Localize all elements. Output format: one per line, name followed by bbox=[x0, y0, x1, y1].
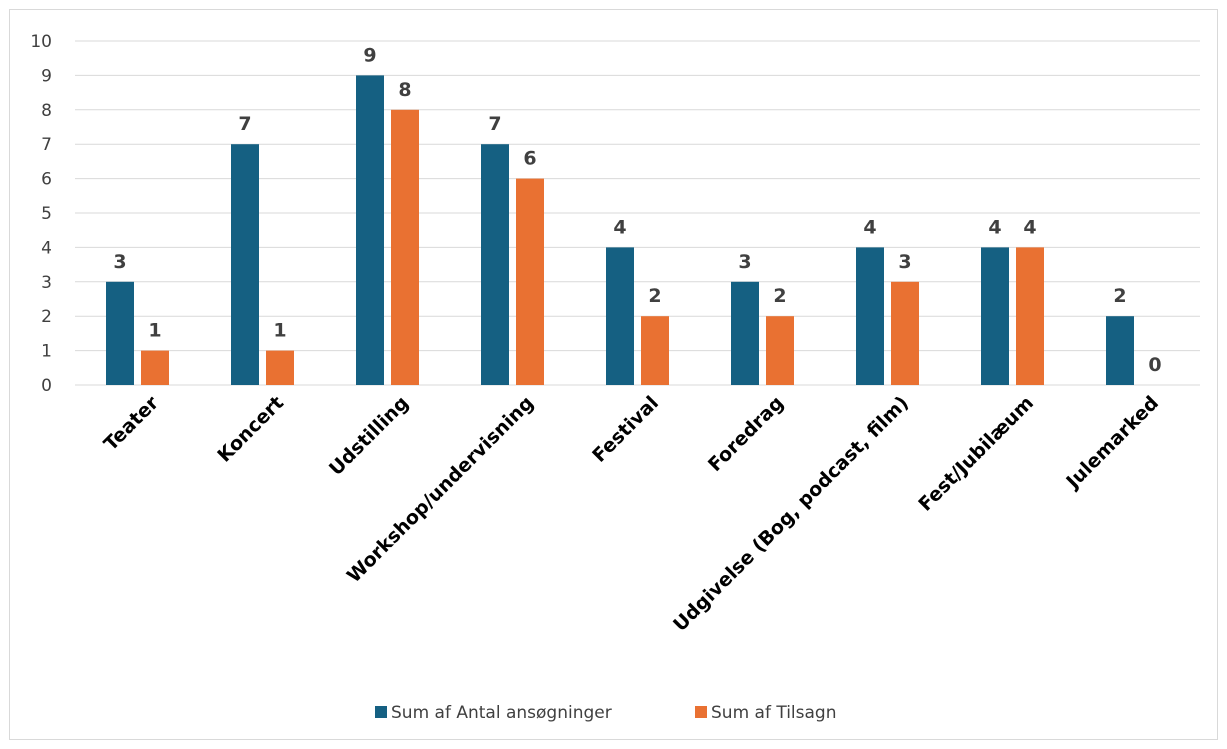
y-tick-label: 9 bbox=[41, 66, 52, 86]
x-category-label: Julemarked bbox=[1061, 392, 1163, 494]
bar bbox=[231, 144, 259, 385]
bar bbox=[731, 281, 759, 385]
legend: Sum af Antal ansøgninger Sum af Tilsagn bbox=[375, 703, 836, 723]
y-tick-label: 6 bbox=[41, 170, 52, 190]
bar bbox=[106, 281, 134, 385]
y-tick-label: 4 bbox=[41, 238, 52, 258]
legend-label: Sum af Antal ansøgninger bbox=[391, 703, 612, 723]
x-category-label: Udgivelse (Bog, podcast, film) bbox=[669, 392, 913, 636]
x-category-label: Koncert bbox=[213, 392, 288, 467]
bar bbox=[141, 350, 169, 385]
data-label: 2 bbox=[1113, 285, 1126, 307]
x-category-label: Fest/Jubilæum bbox=[914, 392, 1038, 516]
x-category-label: Foredrag bbox=[704, 392, 788, 476]
bar bbox=[641, 316, 669, 385]
bar bbox=[356, 75, 384, 386]
x-category-label: Udstilling bbox=[325, 392, 413, 480]
data-label: 3 bbox=[113, 251, 126, 273]
x-category-label: Festival bbox=[588, 392, 663, 467]
data-label: 2 bbox=[773, 285, 786, 307]
bar bbox=[891, 281, 919, 385]
x-axis-categories: Teater Koncert UdstillingWorkshop/undervis… bbox=[100, 392, 1163, 636]
data-label: 7 bbox=[238, 113, 251, 135]
bar bbox=[266, 350, 294, 385]
data-label: 4 bbox=[863, 216, 876, 238]
x-category-label: Teater bbox=[100, 392, 164, 456]
data-label: 9 bbox=[363, 44, 376, 66]
data-label: 2 bbox=[648, 285, 661, 307]
y-tick-label: 7 bbox=[41, 135, 52, 155]
y-tick-label: 10 bbox=[30, 32, 52, 52]
y-tick-label: 0 bbox=[41, 376, 52, 396]
y-tick-label: 8 bbox=[41, 101, 52, 121]
legend-label: Sum af Tilsagn bbox=[711, 703, 836, 723]
data-label: 1 bbox=[148, 320, 161, 342]
bar bbox=[1106, 316, 1134, 385]
bar bbox=[856, 247, 884, 385]
gridlines bbox=[75, 40, 1200, 386]
data-label: 4 bbox=[1023, 216, 1036, 238]
data-label: 3 bbox=[738, 251, 751, 273]
bar bbox=[516, 178, 544, 385]
bar bbox=[606, 247, 634, 385]
data-label: 3 bbox=[898, 251, 911, 273]
bar bbox=[766, 316, 794, 385]
y-tick-label: 1 bbox=[41, 342, 52, 362]
data-label: 0 bbox=[1148, 354, 1161, 376]
data-label: 7 bbox=[488, 113, 501, 135]
bar bbox=[981, 247, 1009, 385]
bar bbox=[481, 144, 509, 385]
data-label: 8 bbox=[398, 79, 411, 101]
data-label: 4 bbox=[613, 216, 626, 238]
y-axis-ticks: 0 1 2 3 4 5 6 7 8 9 10 bbox=[30, 32, 52, 396]
y-tick-label: 2 bbox=[41, 307, 52, 327]
y-tick-label: 5 bbox=[41, 204, 52, 224]
data-label: 1 bbox=[273, 320, 286, 342]
data-label: 6 bbox=[523, 148, 536, 170]
y-tick-label: 3 bbox=[41, 273, 52, 293]
bar bbox=[391, 109, 419, 386]
data-label: 4 bbox=[988, 216, 1001, 238]
bar bbox=[1016, 247, 1044, 385]
legend-swatch bbox=[695, 706, 707, 718]
bars bbox=[106, 75, 1134, 386]
legend-swatch bbox=[375, 706, 387, 718]
